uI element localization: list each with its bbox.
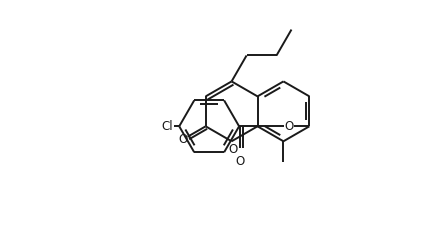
Text: O: O bbox=[235, 155, 244, 168]
Text: O: O bbox=[284, 120, 293, 133]
Text: O: O bbox=[228, 143, 237, 155]
Text: O: O bbox=[178, 133, 187, 146]
Text: Cl: Cl bbox=[162, 120, 173, 133]
